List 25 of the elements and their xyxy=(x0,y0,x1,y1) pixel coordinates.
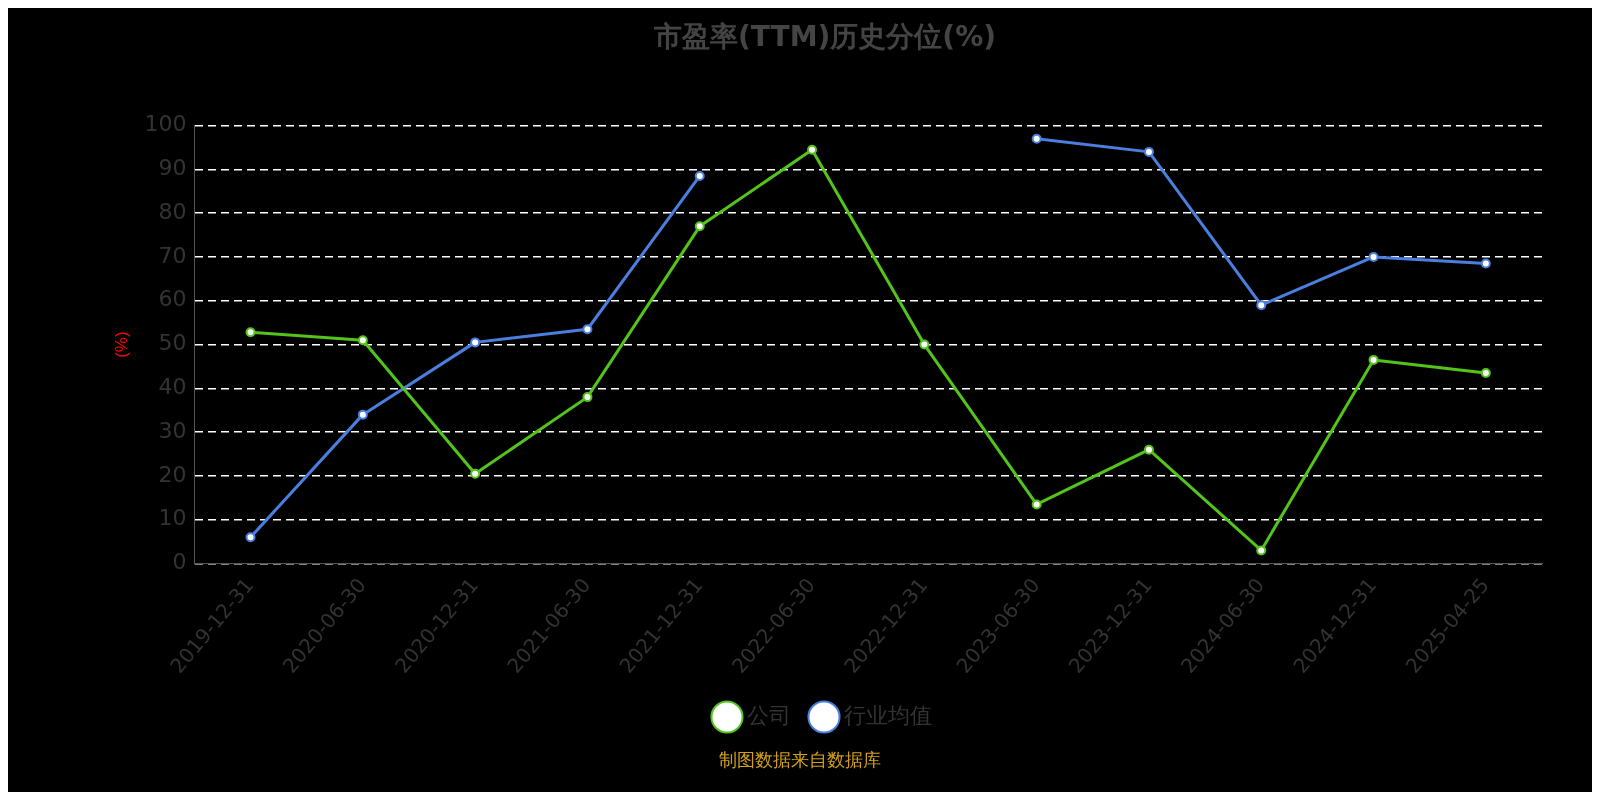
point xyxy=(694,170,705,181)
point xyxy=(470,337,481,348)
point xyxy=(919,339,930,350)
point xyxy=(1143,444,1154,455)
text: 制图数据来自数据库 xyxy=(719,749,881,770)
point xyxy=(1480,258,1491,269)
point xyxy=(245,327,256,338)
point xyxy=(1256,300,1267,311)
point xyxy=(245,532,256,543)
chart-title: 市盈率(TTM)历史分位(%) xyxy=(653,20,996,54)
point xyxy=(1143,146,1154,157)
point xyxy=(1031,499,1042,510)
point xyxy=(1368,251,1379,262)
point xyxy=(1256,545,1267,556)
point xyxy=(470,468,481,479)
point xyxy=(357,335,368,346)
y-axis-title: (%) xyxy=(111,331,131,358)
point xyxy=(357,409,368,420)
point xyxy=(582,392,593,403)
point xyxy=(1368,354,1379,365)
point xyxy=(1480,368,1491,379)
point xyxy=(1031,133,1042,144)
point xyxy=(582,324,593,335)
point xyxy=(807,144,818,155)
point xyxy=(694,221,705,232)
